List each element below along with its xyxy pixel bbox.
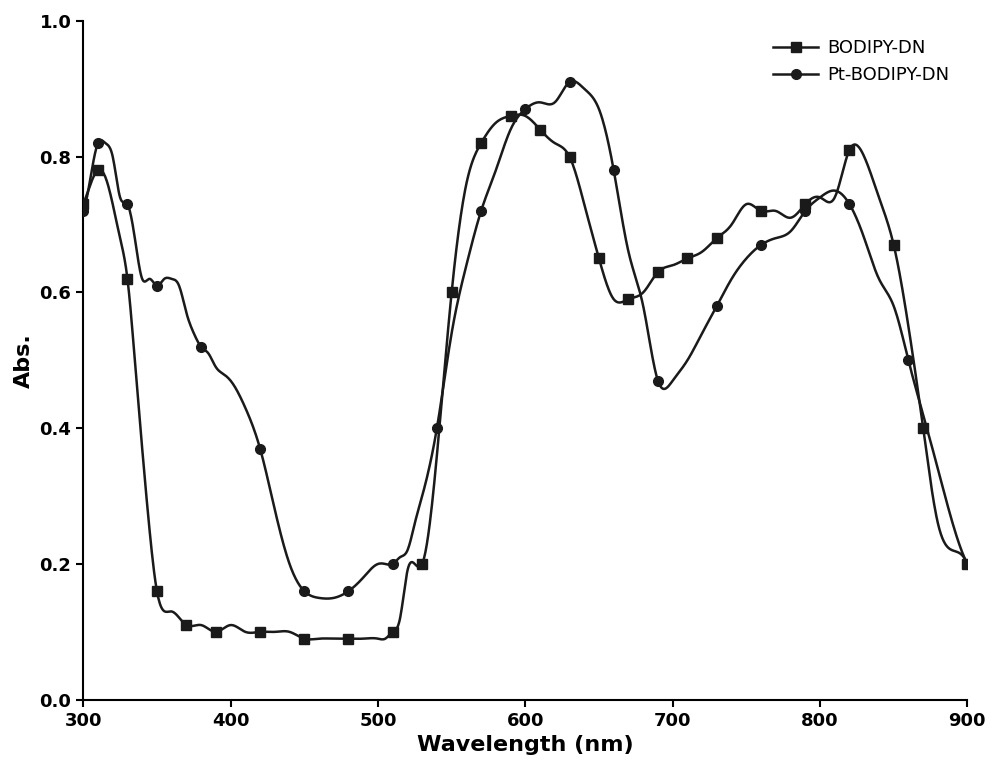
Y-axis label: Abs.: Abs. xyxy=(14,333,34,388)
X-axis label: Wavelength (nm): Wavelength (nm) xyxy=(417,735,634,755)
Legend: BODIPY-DN, Pt-BODIPY-DN: BODIPY-DN, Pt-BODIPY-DN xyxy=(764,30,958,93)
